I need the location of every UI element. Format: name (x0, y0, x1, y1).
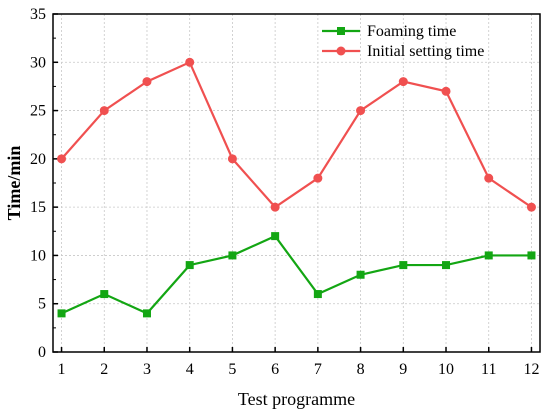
y-tick-label: 30 (30, 54, 46, 71)
data-point (227, 154, 237, 164)
x-tick-label: 8 (357, 361, 365, 378)
series-1 (57, 57, 536, 212)
data-point (356, 270, 365, 279)
data-point (399, 261, 408, 270)
data-point (441, 86, 451, 96)
data-point (398, 77, 408, 87)
plot-frame (52, 13, 541, 353)
data-point (100, 290, 109, 299)
data-point (57, 154, 67, 164)
data-point (484, 173, 494, 183)
data-point (356, 106, 366, 116)
x-axis-title: Test programme (238, 389, 355, 409)
legend-label: Foaming time (367, 23, 456, 40)
data-point (142, 309, 151, 318)
x-tick-label: 4 (186, 361, 194, 378)
data-point (442, 261, 451, 270)
x-tick-label: 9 (399, 361, 407, 378)
x-tick-label: 7 (314, 361, 322, 378)
x-tick-label: 10 (438, 361, 454, 378)
y-tick-label: 35 (30, 6, 46, 23)
y-tick-label: 5 (38, 296, 46, 313)
y-tick-label: 0 (38, 344, 46, 361)
series-line (60, 60, 533, 209)
data-point (99, 106, 109, 116)
x-tick-label: 2 (100, 361, 108, 378)
data-point (313, 173, 323, 183)
legend-marker (336, 46, 346, 56)
data-point (313, 290, 322, 299)
data-point (270, 202, 280, 212)
x-tick-label: 5 (228, 361, 236, 378)
data-point (228, 251, 237, 260)
x-tick-label: 1 (58, 361, 66, 378)
y-axis-title: Time/min (4, 146, 24, 221)
legend: Foaming time Initial setting time (322, 23, 484, 60)
data-point (526, 202, 536, 212)
series-0 (57, 232, 536, 318)
data-point (142, 77, 152, 87)
data-point (57, 309, 66, 318)
y-tick-label: 25 (30, 103, 46, 120)
y-tick-label: 15 (30, 199, 46, 216)
series-line (61, 234, 532, 315)
y-tick-label: 20 (30, 151, 46, 168)
legend-label: Initial setting time (367, 43, 484, 60)
series-layer (57, 57, 536, 318)
x-tick-label: 6 (271, 361, 279, 378)
data-point (185, 261, 194, 270)
x-tick-label: 11 (481, 361, 496, 378)
x-tick-label: 12 (523, 361, 539, 378)
data-point (527, 251, 536, 260)
grid-lines (53, 14, 540, 352)
x-tick-label: 3 (143, 361, 151, 378)
data-point (271, 232, 280, 241)
data-point (484, 251, 493, 260)
data-point (185, 57, 195, 67)
y-tick-label: 10 (30, 247, 46, 264)
legend-marker (337, 27, 345, 35)
